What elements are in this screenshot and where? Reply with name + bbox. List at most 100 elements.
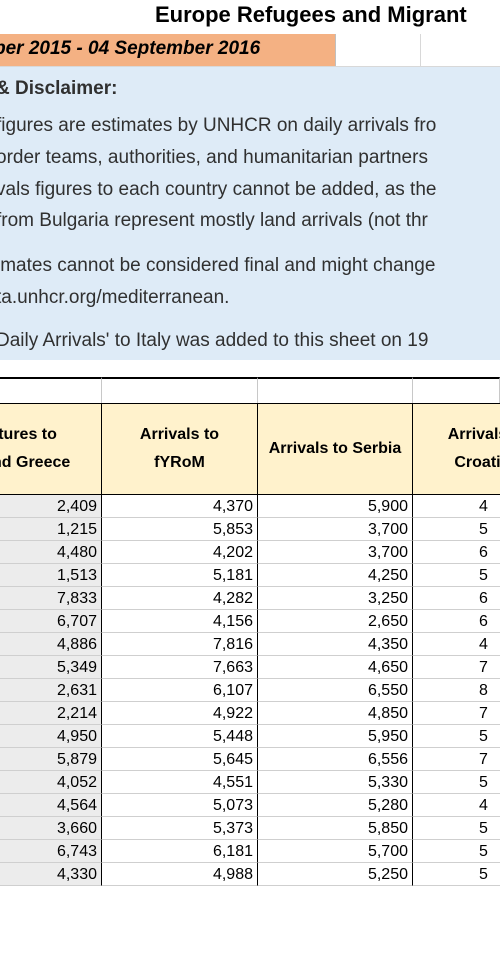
table-cell[interactable]: 6: [413, 541, 500, 564]
table-cell[interactable]: 5: [413, 863, 500, 886]
table-cell[interactable]: 8: [413, 679, 500, 702]
table-cell[interactable]: 3,700: [258, 541, 413, 564]
table-cell[interactable]: 6,181: [102, 840, 258, 863]
table-cell[interactable]: 7: [413, 748, 500, 771]
table-cell[interactable]: 2,409: [0, 495, 102, 518]
table-cell[interactable]: 5,700: [258, 840, 413, 863]
table-row: 7,833 4,282 3,250 6: [0, 587, 500, 610]
table-cell[interactable]: 4,551: [102, 771, 258, 794]
table-cell[interactable]: 5,900: [258, 495, 413, 518]
table-cell[interactable]: 3,660: [0, 817, 102, 840]
table-cell[interactable]: 3,700: [258, 518, 413, 541]
table-cell[interactable]: 5: [413, 771, 500, 794]
table-cell[interactable]: 4,950: [0, 725, 102, 748]
spacer-row: [0, 360, 500, 377]
sheet-title: Europe Refugees and Migrant: [155, 2, 467, 27]
blank-cell[interactable]: [0, 377, 102, 403]
table-cell[interactable]: 5,349: [0, 656, 102, 679]
table-row: 1,215 5,853 3,700 5: [0, 518, 500, 541]
header-arrivals-serbia[interactable]: Arrivals to Serbia: [258, 403, 413, 495]
disclaimer-box[interactable]: & Disclaimer: figures are estimates by U…: [0, 67, 500, 360]
table-cell[interactable]: 3,250: [258, 587, 413, 610]
table-cell[interactable]: 6: [413, 587, 500, 610]
blank-cell[interactable]: [102, 377, 258, 403]
table-cell[interactable]: 7,816: [102, 633, 258, 656]
table-cell[interactable]: 6,707: [0, 610, 102, 633]
table-cell[interactable]: 2,214: [0, 702, 102, 725]
table-cell[interactable]: 5,645: [102, 748, 258, 771]
date-range: ber 2015 - 04 September 2016: [0, 38, 261, 59]
table-cell[interactable]: 5,853: [102, 518, 258, 541]
arrivals-table: rtures to nd Greece Arrivals to fYRoM Ar…: [0, 377, 500, 956]
table-cell[interactable]: 5,330: [258, 771, 413, 794]
table-cell[interactable]: 4,250: [258, 564, 413, 587]
table-row: 5,879 5,645 6,556 7: [0, 748, 500, 771]
table-cell[interactable]: 4,886: [0, 633, 102, 656]
table-cell[interactable]: 1,513: [0, 564, 102, 587]
blank-cell[interactable]: [413, 377, 500, 403]
table-cell[interactable]: 4,330: [0, 863, 102, 886]
table-cell[interactable]: 5,250: [258, 863, 413, 886]
table-row: 2,214 4,922 4,850 7: [0, 702, 500, 725]
disclaimer-line: figures are estimates by UNHCR on daily …: [0, 115, 437, 136]
table-cell[interactable]: 5,879: [0, 748, 102, 771]
disclaimer-line: vals figures to each country cannot be a…: [0, 179, 437, 200]
table-cell[interactable]: 1,215: [0, 518, 102, 541]
table-cell[interactable]: 4,850: [258, 702, 413, 725]
table-cell[interactable]: 7,663: [102, 656, 258, 679]
table-cell[interactable]: 4,156: [102, 610, 258, 633]
table-cell[interactable]: 5,280: [258, 794, 413, 817]
header-departures-greece[interactable]: rtures to nd Greece: [0, 403, 102, 495]
table-row: 6,743 6,181 5,700 5: [0, 840, 500, 863]
table-cell[interactable]: 2,631: [0, 679, 102, 702]
blank-cell[interactable]: [258, 377, 413, 403]
table-cell[interactable]: 5: [413, 518, 500, 541]
date-range-cell[interactable]: ber 2015 - 04 September 2016: [0, 34, 336, 66]
table-cell[interactable]: 2,650: [258, 610, 413, 633]
table-cell[interactable]: 6,556: [258, 748, 413, 771]
table-row: 4,886 7,816 4,350 4: [0, 633, 500, 656]
table-row: 4,564 5,073 5,280 4: [0, 794, 500, 817]
table-cell[interactable]: 6,107: [102, 679, 258, 702]
table-cell[interactable]: 6,550: [258, 679, 413, 702]
table-cell[interactable]: 7: [413, 656, 500, 679]
table-cell[interactable]: 4,922: [102, 702, 258, 725]
table-cell[interactable]: 4,202: [102, 541, 258, 564]
table-cell[interactable]: 4,480: [0, 541, 102, 564]
table-cell[interactable]: 5: [413, 817, 500, 840]
table-cell[interactable]: 4: [413, 633, 500, 656]
header-arrivals-fyrom[interactable]: Arrivals to fYRoM: [102, 403, 258, 495]
table-cell[interactable]: 5,448: [102, 725, 258, 748]
table-cell[interactable]: 4: [413, 495, 500, 518]
table-cell[interactable]: 7: [413, 702, 500, 725]
table-cell[interactable]: 6,743: [0, 840, 102, 863]
table-row: 2,631 6,107 6,550 8: [0, 679, 500, 702]
table-cell[interactable]: 5: [413, 840, 500, 863]
table-cell[interactable]: 5,950: [258, 725, 413, 748]
table-cell[interactable]: 5,073: [102, 794, 258, 817]
table-cell[interactable]: 4,052: [0, 771, 102, 794]
table-cell[interactable]: 7,833: [0, 587, 102, 610]
table-row: 4,950 5,448 5,950 5: [0, 725, 500, 748]
disclaimer-line: from Bulgaria represent mostly land arri…: [0, 210, 428, 231]
table-row: 4,480 4,202 3,700 6: [0, 541, 500, 564]
header-arrivals-croatia[interactable]: Arrivals Croati: [413, 403, 500, 495]
table-row: 4,052 4,551 5,330 5: [0, 771, 500, 794]
table-cell[interactable]: 5,373: [102, 817, 258, 840]
table-cell[interactable]: 4,988: [102, 863, 258, 886]
table-cell[interactable]: 5: [413, 564, 500, 587]
table-cell[interactable]: 4,564: [0, 794, 102, 817]
table-cell[interactable]: 4,350: [258, 633, 413, 656]
disclaimer-line: imates cannot be considered final and mi…: [0, 255, 436, 276]
table-cell[interactable]: 5,181: [102, 564, 258, 587]
table-cell[interactable]: 4,282: [102, 587, 258, 610]
table-cell[interactable]: 4,370: [102, 495, 258, 518]
empty-cell[interactable]: [336, 34, 500, 66]
table-cell[interactable]: 4: [413, 794, 500, 817]
table-row: 4,330 4,988 5,250 5: [0, 863, 500, 886]
table-cell[interactable]: 5: [413, 725, 500, 748]
disclaimer-line: Daily Arrivals' to Italy was added to th…: [0, 330, 429, 351]
table-cell[interactable]: 4,650: [258, 656, 413, 679]
table-cell[interactable]: 5,850: [258, 817, 413, 840]
table-cell[interactable]: 6: [413, 610, 500, 633]
